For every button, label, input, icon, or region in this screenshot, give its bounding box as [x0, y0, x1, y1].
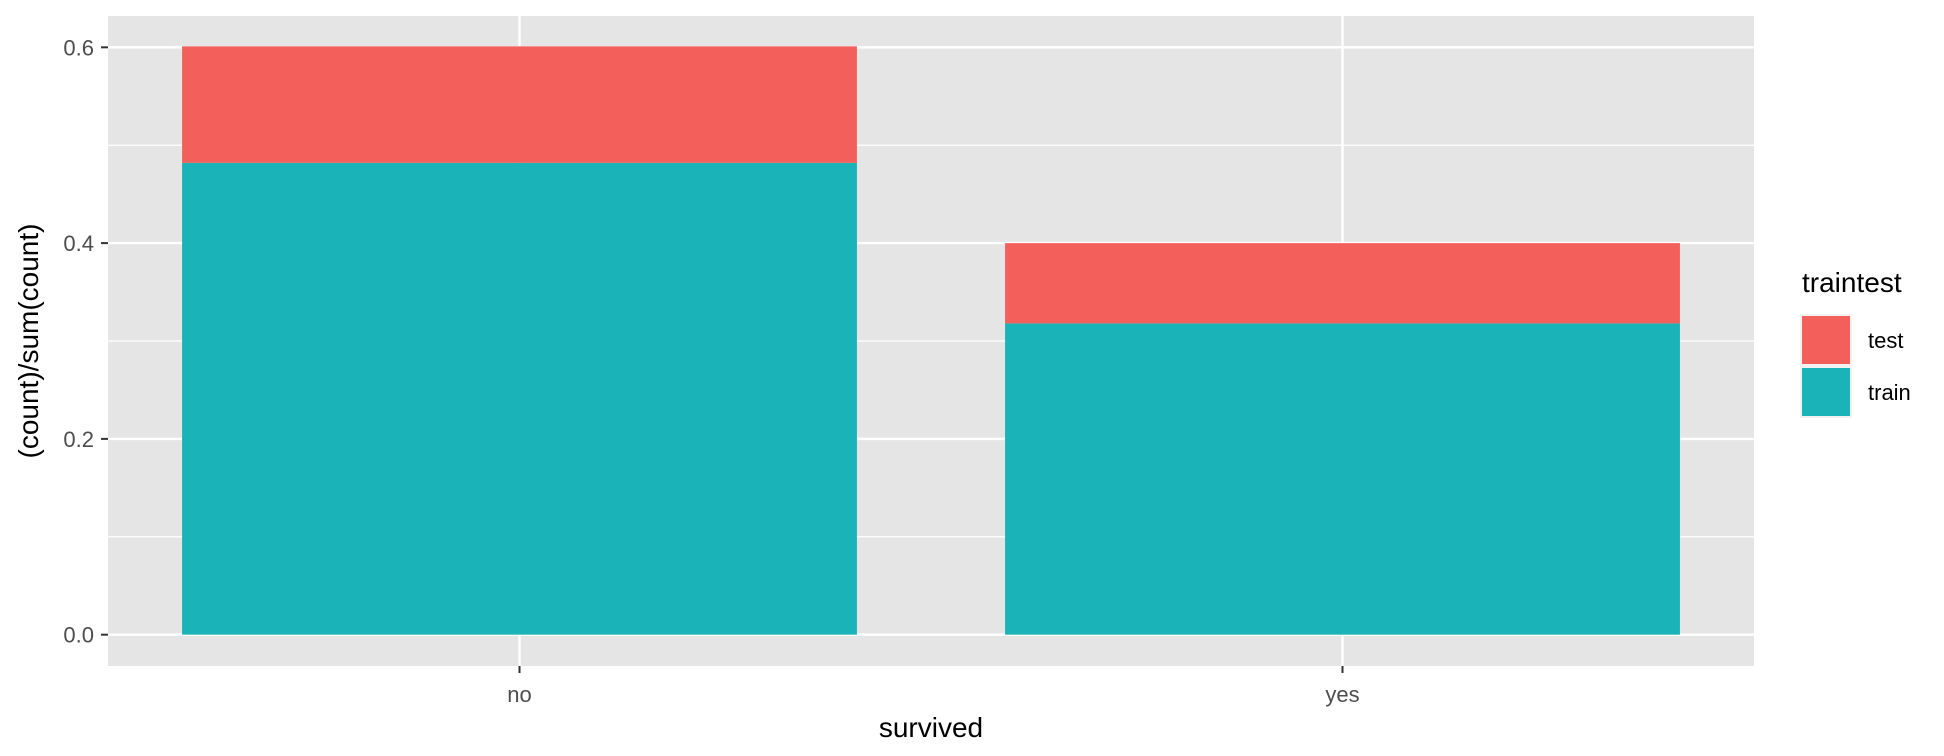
y-axis: 0.0 0.2 0.4 0.6: [63, 35, 108, 648]
legend-label-train: train: [1868, 380, 1911, 405]
x-axis: no yes: [507, 666, 1360, 707]
legend-swatch-train: [1802, 368, 1850, 416]
legend-title: traintest: [1802, 267, 1902, 298]
y-tick-label: 0.6: [63, 35, 94, 60]
x-axis-title: survived: [879, 712, 983, 743]
x-tick-label: yes: [1325, 682, 1359, 707]
legend-label-test: test: [1868, 328, 1903, 353]
bar-test-no: [182, 46, 857, 163]
y-tick-label: 0.2: [63, 427, 94, 452]
bar-test-yes: [1005, 243, 1680, 324]
bar-train-no: [182, 162, 857, 635]
y-tick-label: 0.0: [63, 623, 94, 648]
legend: traintest test train: [1800, 267, 1911, 418]
bar-train-yes: [1005, 323, 1680, 635]
y-axis-title: (count)/sum(count): [13, 224, 44, 459]
legend-swatch-test: [1802, 316, 1850, 364]
y-tick-label: 0.4: [63, 231, 94, 256]
bars: [182, 46, 1680, 635]
x-tick-label: no: [507, 682, 531, 707]
